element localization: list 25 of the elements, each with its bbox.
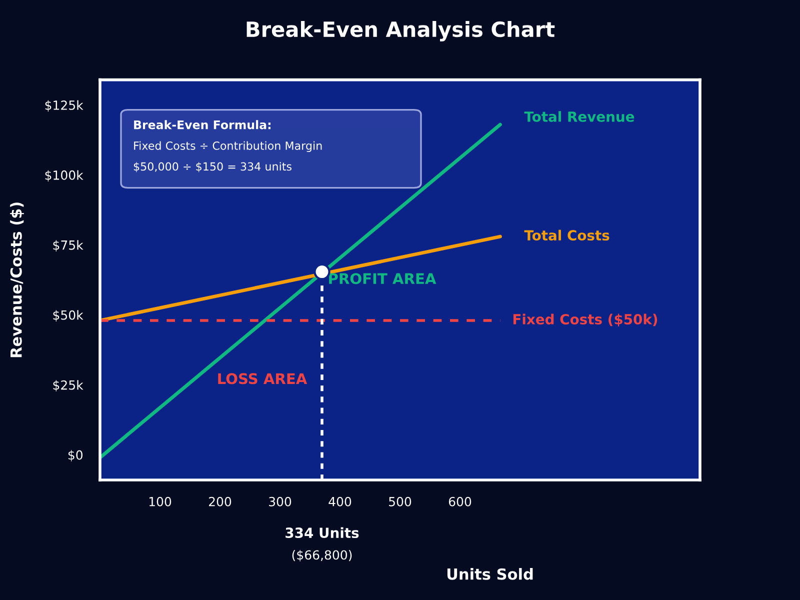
x-tick-label: 200 bbox=[208, 496, 232, 506]
x-tick-label: 100 bbox=[149, 496, 172, 506]
y-tick-label: $25k bbox=[53, 380, 84, 392]
ref-line-label: 334 Units bbox=[286, 527, 359, 538]
x-tick-label: 300 bbox=[269, 496, 292, 506]
x-axis-title: Units Sold bbox=[447, 568, 533, 580]
y-tick-label: $125k bbox=[45, 100, 84, 112]
y-axis-title: Revenue/Costs ($) bbox=[10, 202, 24, 358]
annotation: Break-Even Formula: bbox=[134, 120, 270, 130]
y-tick-label: $75k bbox=[53, 240, 84, 252]
series-label: Total Costs bbox=[524, 230, 610, 241]
y-tick-label: $50k bbox=[53, 310, 84, 322]
chart-title: Break-Even Analysis Chart bbox=[246, 21, 555, 42]
series-label: Total Revenue bbox=[524, 111, 634, 122]
x-tick-label: 500 bbox=[389, 496, 412, 506]
text: ($66,800) bbox=[292, 550, 352, 562]
annotation: Fixed Costs ÷ Contribution Margin bbox=[134, 141, 322, 152]
y-tick-label: $0 bbox=[68, 450, 83, 462]
y-tick-label: $100k bbox=[45, 170, 84, 182]
annotation: $50,000 ÷ $150 = 334 units bbox=[134, 162, 292, 172]
ref-line-label: Fixed Costs ($50k) bbox=[513, 314, 658, 326]
x-tick-label: 400 bbox=[328, 496, 352, 506]
x-tick-label: 600 bbox=[448, 496, 472, 506]
annotation: PROFIT AREA bbox=[329, 273, 436, 284]
annotation: LOSS AREA bbox=[218, 373, 308, 384]
